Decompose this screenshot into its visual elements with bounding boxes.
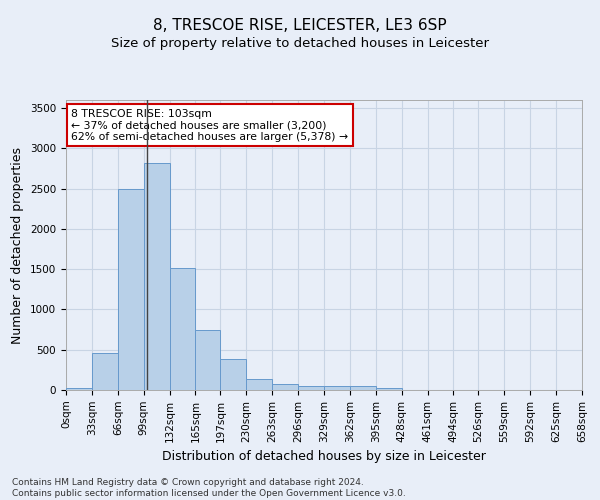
- Text: Contains HM Land Registry data © Crown copyright and database right 2024.
Contai: Contains HM Land Registry data © Crown c…: [12, 478, 406, 498]
- Bar: [324, 386, 350, 390]
- Bar: [92, 353, 118, 390]
- Bar: [298, 386, 324, 390]
- Bar: [118, 188, 143, 390]
- X-axis label: Distribution of detached houses by size in Leicester: Distribution of detached houses by size …: [162, 450, 486, 463]
- Bar: [170, 268, 196, 390]
- Bar: [272, 384, 298, 390]
- Bar: [350, 386, 376, 390]
- Bar: [376, 388, 401, 390]
- Bar: [143, 163, 170, 390]
- Bar: [196, 330, 220, 390]
- Bar: [247, 378, 272, 390]
- Y-axis label: Number of detached properties: Number of detached properties: [11, 146, 25, 344]
- Bar: [220, 358, 247, 390]
- Text: 8, TRESCOE RISE, LEICESTER, LE3 6SP: 8, TRESCOE RISE, LEICESTER, LE3 6SP: [153, 18, 447, 32]
- Text: Size of property relative to detached houses in Leicester: Size of property relative to detached ho…: [111, 38, 489, 51]
- Text: 8 TRESCOE RISE: 103sqm
← 37% of detached houses are smaller (3,200)
62% of semi-: 8 TRESCOE RISE: 103sqm ← 37% of detached…: [71, 108, 348, 142]
- Bar: [66, 388, 92, 390]
